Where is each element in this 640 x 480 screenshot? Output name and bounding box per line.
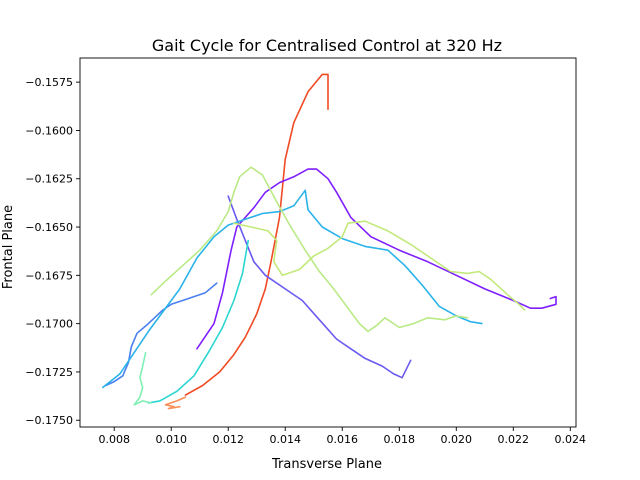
x-tick-label: 0.010 [155,433,187,446]
y-tick-label: −0.1675 [25,269,73,282]
x-tick-label: 0.020 [441,433,473,446]
y-tick-label: −0.1600 [25,124,73,137]
series-line-7 [147,239,249,404]
y-tick-label: −0.1750 [25,414,73,427]
x-tick-label: 0.024 [555,433,587,446]
series-line-1 [184,73,329,396]
series-line-10 [233,220,526,311]
y-tick-label: −0.1575 [25,76,73,89]
x-tick-label: 0.012 [212,433,244,446]
y-axis-label: Frontal Plane [1,205,16,289]
y-tick-label: −0.1725 [25,366,73,379]
x-tick-label: 0.016 [327,433,359,446]
plot-area [102,73,557,410]
y-tick-label: −0.1700 [25,318,73,331]
series-line-5 [104,282,218,387]
x-axis-label: Transverse Plane [271,457,382,472]
y-tick-label: −0.1625 [25,173,73,186]
x-tick-label: 0.022 [498,433,530,446]
series-line-6 [102,189,483,389]
series-line-2 [164,396,187,410]
series-line-4 [227,195,412,379]
series-line-8 [133,351,153,406]
x-tick-label: 0.014 [269,433,301,446]
x-tick-label: 0.008 [98,433,130,446]
y-tick-label: −0.1650 [25,221,73,234]
x-tick-label: 0.018 [384,433,416,446]
series-line-3 [196,168,557,350]
chart-title: Gait Cycle for Centralised Control at 32… [152,36,502,55]
plot-frame [79,57,577,428]
series-line-9 [150,166,469,333]
axes: 0.008 0.010 0.012 0.014 0.016 0.018 0.020 0.022… [25,57,587,446]
